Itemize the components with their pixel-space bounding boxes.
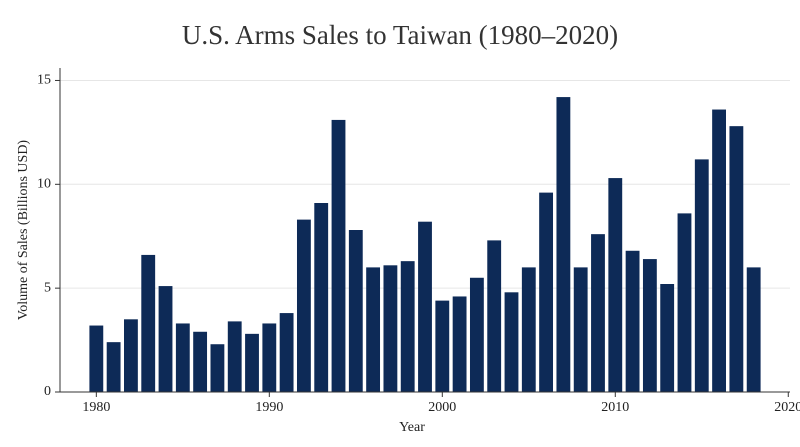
- x-axis-label: Year: [399, 420, 425, 435]
- bar: [245, 333, 259, 392]
- y-tick-label: 15: [37, 73, 51, 88]
- bar: [573, 267, 588, 392]
- chart-title: U.S. Arms Sales to Taiwan (1980–2020): [182, 20, 618, 50]
- bar: [712, 109, 726, 393]
- bar: [642, 259, 657, 392]
- bar: [556, 97, 571, 393]
- y-tick-label: 0: [44, 384, 51, 399]
- bar: [124, 319, 138, 392]
- bar: [348, 230, 363, 392]
- x-tick-label: 2020: [774, 400, 800, 415]
- y-tick-label: 5: [44, 280, 51, 295]
- bar: [227, 321, 242, 392]
- bar: [89, 325, 104, 392]
- bar: [608, 178, 623, 392]
- x-tick-label: 2010: [601, 400, 629, 415]
- bar: [694, 159, 709, 392]
- bar: [539, 192, 554, 392]
- bar: [193, 331, 208, 392]
- bar: [625, 250, 640, 392]
- bar: [504, 292, 519, 392]
- bar: [469, 277, 484, 392]
- bar: [435, 300, 450, 392]
- bar: [418, 221, 432, 392]
- bar: [262, 323, 277, 392]
- bar: [521, 267, 536, 392]
- bar: [591, 234, 605, 392]
- bar: [175, 323, 190, 392]
- x-tick-label: 1980: [82, 400, 110, 415]
- bar: [158, 286, 173, 392]
- bar: [746, 267, 761, 392]
- bar: [296, 219, 311, 392]
- bar: [400, 261, 415, 392]
- y-axis-label: Volume of Sales (Billions USD): [16, 140, 31, 321]
- bar: [210, 344, 225, 392]
- bar: [314, 203, 329, 392]
- bar: [279, 313, 294, 392]
- x-tick-label: 2000: [428, 400, 456, 415]
- bar: [106, 342, 121, 392]
- bar: [487, 240, 502, 392]
- bar: [660, 284, 675, 392]
- x-tick-label: 1990: [255, 400, 283, 415]
- bar: [141, 254, 156, 392]
- y-tick-label: 10: [37, 177, 51, 192]
- bar: [331, 119, 346, 392]
- bar: [452, 296, 467, 392]
- bar: [677, 213, 692, 392]
- bar: [729, 126, 744, 393]
- bar: [366, 267, 381, 392]
- bar: [383, 265, 398, 392]
